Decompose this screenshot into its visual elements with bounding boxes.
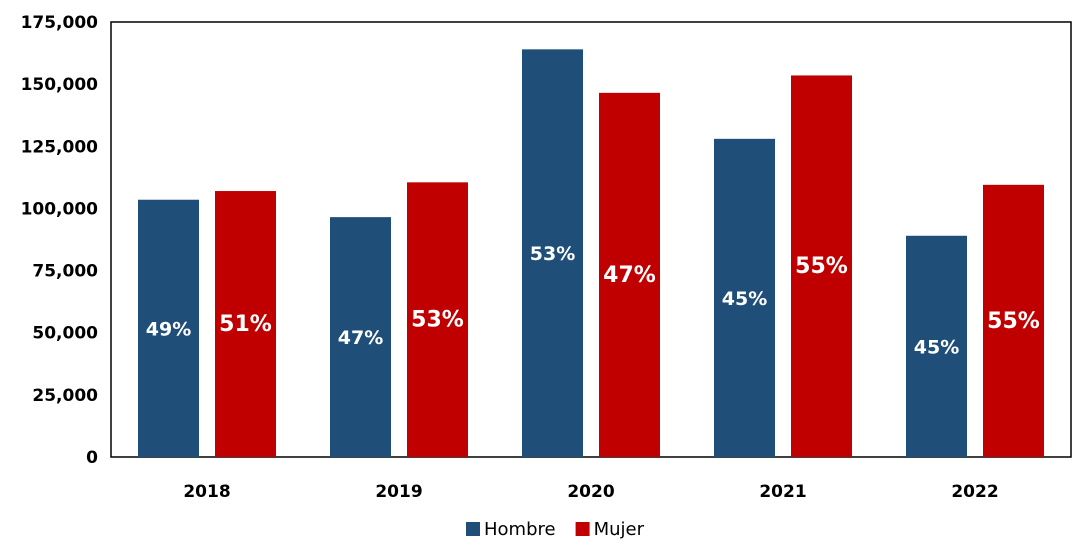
x-tick-label: 2021 [759, 482, 806, 502]
y-tick-label: 75,000 [32, 262, 98, 282]
bar-hombre-2022 [906, 235, 967, 457]
y-tick-label: 0 [86, 448, 98, 468]
data-label-hombre-2020: 53% [530, 243, 575, 265]
bar-mujer-2021 [791, 75, 852, 457]
legend-label-hombre: Hombre [484, 519, 556, 540]
bar-mujer-2022 [983, 184, 1044, 458]
data-label-hombre-2022: 45% [914, 336, 959, 358]
bar-hombre-2018 [138, 199, 199, 457]
plot-area [110, 21, 1072, 458]
bar-hombre-2020 [522, 49, 583, 457]
y-tick-label: 25,000 [32, 386, 98, 406]
bar-hombre-2019 [330, 217, 391, 457]
legend-swatch-hombre [466, 522, 480, 536]
y-tick-label: 175,000 [21, 13, 99, 33]
bar-mujer-2018 [215, 191, 276, 457]
x-tick-label: 2020 [567, 482, 614, 502]
data-label-hombre-2018: 49% [146, 318, 191, 340]
y-tick-label: 125,000 [21, 137, 99, 157]
data-label-mujer-2018: 51% [219, 312, 272, 337]
data-label-hombre-2021: 45% [722, 288, 767, 310]
data-label-mujer-2020: 47% [603, 263, 656, 288]
y-tick-label: 100,000 [21, 199, 99, 219]
data-label-hombre-2019: 47% [338, 327, 383, 349]
data-label-mujer-2019: 53% [411, 308, 464, 333]
bar-mujer-2019 [407, 182, 468, 458]
y-tick-label: 150,000 [21, 75, 99, 95]
legend-label-mujer: Mujer [594, 519, 645, 540]
bar-mujer-2020 [599, 92, 660, 457]
legend-swatch-mujer [575, 522, 590, 536]
x-tick-label: 2022 [951, 482, 998, 502]
x-tick-label: 2018 [183, 482, 230, 502]
data-label-mujer-2021: 55% [795, 254, 848, 279]
bar-hombre-2021 [714, 138, 775, 458]
x-tick-label: 2019 [375, 482, 422, 502]
y-tick-label: 50,000 [32, 324, 98, 344]
data-label-mujer-2022: 55% [987, 309, 1040, 334]
